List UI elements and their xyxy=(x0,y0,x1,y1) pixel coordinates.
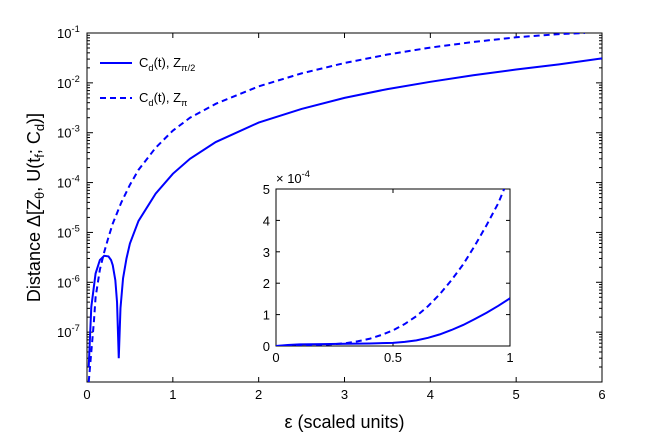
axis-labels: ε (scaled units) Distance Δ[Zθ, U(tf; Cd)… xyxy=(24,113,405,432)
main-plot: 0 1 2 3 4 5 6 10-7 10-6 10-5 10-4 10-3 10-2 10-1 xyxy=(57,24,606,402)
inset-frame xyxy=(275,188,511,347)
y-tick-label: 10-2 xyxy=(57,74,80,91)
y-tick-label: 10-5 xyxy=(57,223,80,240)
legend-label-2: Cd(t), Zπ xyxy=(139,90,188,108)
y-tick-label: 10-1 xyxy=(57,24,80,41)
y-tick-label: 10-7 xyxy=(57,323,80,340)
inset-y-tick-label: 0 xyxy=(263,339,270,354)
inset-y-tick-label: 2 xyxy=(263,276,270,291)
series-line-1 xyxy=(87,57,602,368)
x-tick-label: 1 xyxy=(169,387,176,402)
x-tick-label: 4 xyxy=(427,387,434,402)
inset-y-tick-label: 5 xyxy=(263,182,270,197)
inset-x-tick-label: 1 xyxy=(506,350,513,365)
series-line-2 xyxy=(87,33,585,382)
y-tick-label: 10-6 xyxy=(57,273,80,290)
x-tick-label: 5 xyxy=(513,387,520,402)
inset-y-multiplier: × 10-4 xyxy=(276,169,310,186)
x-tick-label: 0 xyxy=(83,387,90,402)
y-tick-label: 10-4 xyxy=(57,174,80,191)
inset-series-line-1 xyxy=(276,297,510,346)
inset-x-tick-label: 0 xyxy=(272,350,279,365)
y-tick-label: 10-3 xyxy=(57,124,80,141)
x-axis-label: ε (scaled units) xyxy=(284,412,404,432)
inset-x-tick-label: 0.5 xyxy=(384,350,402,365)
inset-y-tick-label: 1 xyxy=(263,308,270,323)
x-tick-label: 2 xyxy=(255,387,262,402)
inset-plot: 0 0.5 1 0 1 2 3 4 5 × 10-4 xyxy=(263,169,514,365)
x-tick-label: 6 xyxy=(598,387,605,402)
legend-label-1: Cd(t), Zπ/2 xyxy=(139,55,195,73)
inset-y-tick-label: 3 xyxy=(263,245,270,260)
x-tick-label: 3 xyxy=(341,387,348,402)
inset-y-tick-label: 4 xyxy=(263,213,270,228)
inset-series-line-2 xyxy=(276,189,506,346)
legend: Cd(t), Zπ/2 Cd(t), Zπ xyxy=(100,55,195,108)
y-axis-label: Distance Δ[Zθ, U(tf; Cd)] xyxy=(24,113,47,302)
